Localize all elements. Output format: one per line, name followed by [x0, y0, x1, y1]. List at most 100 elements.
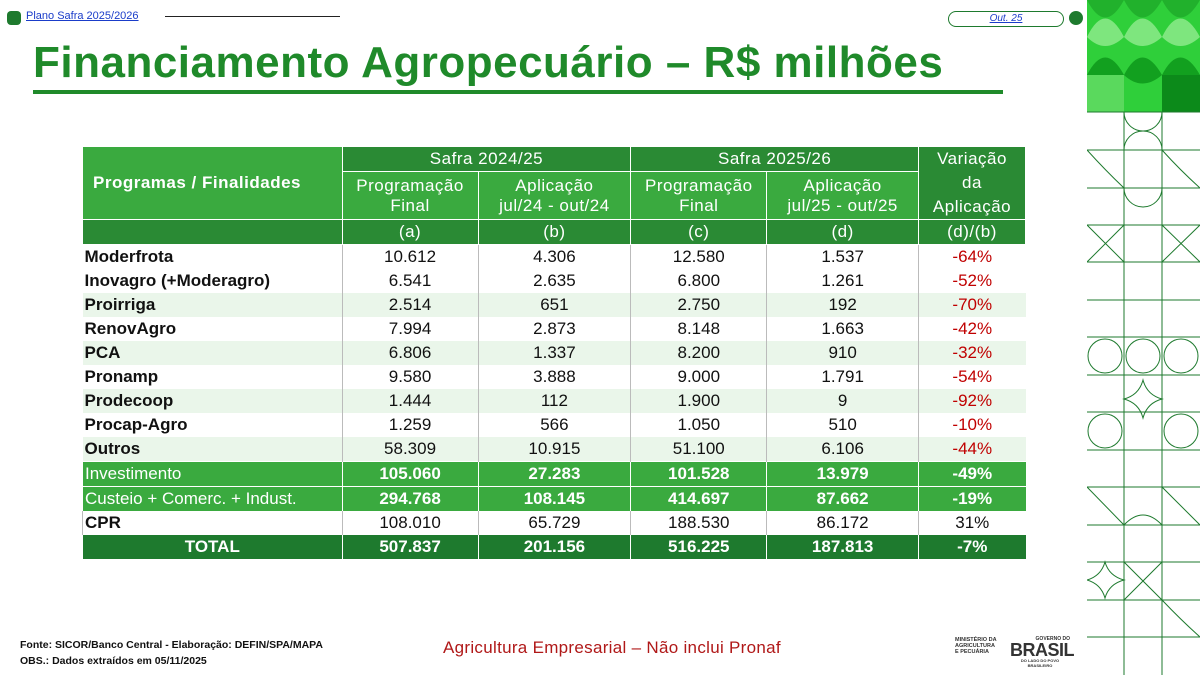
group-header-2025: Safra 2025/26: [630, 146, 920, 172]
value-cell: 112: [477, 389, 631, 413]
row-label: Proirriga: [82, 293, 343, 317]
variation-cell: -52%: [918, 269, 1026, 293]
value-cell: 8.148: [630, 317, 767, 341]
value-cell: 10.612: [341, 244, 479, 269]
row-label: Inovagro (+Moderagro): [84, 271, 271, 290]
row-label: Custeio + Comerc. + Indust.: [82, 486, 343, 511]
value-cell: 87.662: [766, 486, 919, 511]
scope-note: Agricultura Empresarial – Não inclui Pro…: [443, 638, 781, 657]
value-cell: 2.873: [477, 317, 631, 341]
value-cell: 910: [766, 341, 919, 365]
table-row: RenovAgro 7.994 2.873 8.148 1.663 -42%: [83, 317, 1026, 341]
value-cell: 27.283: [477, 461, 631, 487]
variation-cell: -32%: [918, 341, 1026, 365]
source-note: Fonte: SICOR/Banco Central - Elaboração:…: [20, 639, 323, 651]
value-cell: 414.697: [630, 486, 767, 511]
value-cell: 1.259: [341, 413, 479, 437]
value-cell: 2.750: [630, 293, 767, 317]
value-cell: 4.306: [477, 244, 631, 269]
table-row: Moderfrota 10.612 4.306 12.580 1.537 -64%: [83, 244, 1026, 269]
value-cell: 201.156: [477, 535, 631, 559]
col-d-line-2: jul/25 - out/25: [787, 195, 898, 215]
value-cell: 9: [766, 389, 919, 413]
value-cell: 188.530: [630, 511, 767, 535]
value-cell: 294.768: [341, 486, 479, 511]
letter-c: (c): [630, 219, 768, 245]
row-label: CPR: [82, 511, 343, 535]
variation-header: Variação da Aplicação: [918, 146, 1026, 220]
value-cell: 651: [477, 293, 631, 317]
row-label: Moderfrota: [84, 247, 174, 266]
variation-line-1: Variação: [937, 149, 1007, 168]
col-d-line-1: Aplicação: [803, 175, 882, 195]
value-cell: 1.261: [766, 269, 919, 293]
variation-cell: -44%: [918, 437, 1026, 462]
programs-header: Programas / Finalidades: [82, 146, 343, 220]
row-label: PCA: [82, 341, 343, 365]
brasil-wordmark: BRASIL: [1010, 640, 1075, 660]
table-row: Outros 58.309 10.915 51.100 6.106 -44%: [82, 437, 1026, 462]
value-cell: 566: [477, 413, 631, 437]
value-cell: 7.994: [341, 317, 479, 341]
value-cell: 1.537: [766, 244, 919, 269]
plan-safra-link[interactable]: Plano Safra 2025/2026: [26, 10, 139, 22]
row-label: Procap-Agro: [84, 415, 188, 434]
letters-spacer: [82, 219, 343, 245]
value-cell: 192: [766, 293, 919, 317]
col-header-d: Aplicação jul/25 - out/25: [766, 171, 920, 220]
header-rule: [165, 16, 340, 17]
value-cell: 6.541: [341, 269, 479, 293]
col-a-line-1: Programação: [356, 175, 464, 195]
col-b-line-1: Aplicação: [515, 175, 594, 195]
obs-note: OBS.: Dados extraídos em 05/11/2025: [20, 655, 207, 667]
value-cell: 12.580: [630, 244, 767, 269]
value-cell: 1.900: [630, 389, 767, 413]
letter-ratio: (d)/(b): [918, 219, 1026, 245]
variation-cell: -7%: [918, 535, 1026, 559]
table-row: Inovagro (+Moderagro) 6.541 2.635 6.800 1.26…: [83, 269, 1026, 293]
col-c-line-1: Programação: [644, 175, 753, 195]
row-label: Prodecoop: [82, 389, 343, 413]
col-b-line-2: jul/24 - out/24: [499, 195, 610, 215]
value-cell: 510: [766, 413, 919, 437]
table-row: Procap-Agro 1.259 566 1.050 510 -10%: [83, 413, 1026, 437]
cpr-row: CPR 108.010 65.729 188.530 86.172 31%: [82, 511, 1026, 535]
value-cell: 108.145: [477, 486, 631, 511]
value-cell: 101.528: [630, 461, 767, 487]
value-cell: 51.100: [630, 437, 767, 462]
financing-table: Programas / Finalidades Safra 2024/25 Sa…: [82, 146, 1026, 559]
ministry-line-2: AGRICULTURA: [955, 643, 995, 649]
decorative-leaf-pattern: [1087, 0, 1200, 675]
col-header-c: Programação Final: [630, 171, 768, 220]
value-cell: 58.309: [341, 437, 479, 462]
table-row: Proirriga 2.514 651 2.750 192 -70%: [82, 293, 1026, 317]
variation-cell: 31%: [918, 511, 1026, 535]
ministry-line-1: MINISTÉRIO DA: [955, 637, 997, 643]
value-cell: 1.791: [766, 365, 919, 389]
top-right-dot: [1069, 11, 1083, 25]
value-cell: 516.225: [630, 535, 767, 559]
row-label: Investimento: [82, 461, 343, 487]
page-title: Financiamento Agropecuário – R$ milhões: [33, 38, 944, 87]
date-badge[interactable]: Out. 25: [948, 11, 1064, 27]
col-c-line-2: Final: [679, 195, 719, 215]
value-cell: 6.806: [341, 341, 479, 365]
letter-d: (d): [766, 219, 920, 245]
brasil-tagline: DO LADO DO POVO BRASILEIRO: [1020, 658, 1060, 668]
variation-cell: -42%: [918, 317, 1026, 341]
group-header-2024: Safra 2024/25: [341, 146, 632, 172]
value-cell: 8.200: [630, 341, 767, 365]
value-cell: 108.010: [341, 511, 479, 535]
value-cell: 2.514: [341, 293, 479, 317]
variation-cell: -92%: [918, 389, 1026, 413]
variation-line-3: Aplicação: [932, 197, 1012, 216]
row-label: TOTAL: [82, 535, 343, 559]
row-label: Outros: [82, 437, 343, 462]
value-cell: 2.635: [477, 269, 631, 293]
value-cell: 187.813: [766, 535, 919, 559]
row-label: Pronamp: [84, 367, 159, 386]
value-cell: 65.729: [477, 511, 631, 535]
variation-cell: -10%: [918, 413, 1026, 437]
variation-cell: -49%: [918, 461, 1026, 487]
value-cell: 3.888: [477, 365, 631, 389]
